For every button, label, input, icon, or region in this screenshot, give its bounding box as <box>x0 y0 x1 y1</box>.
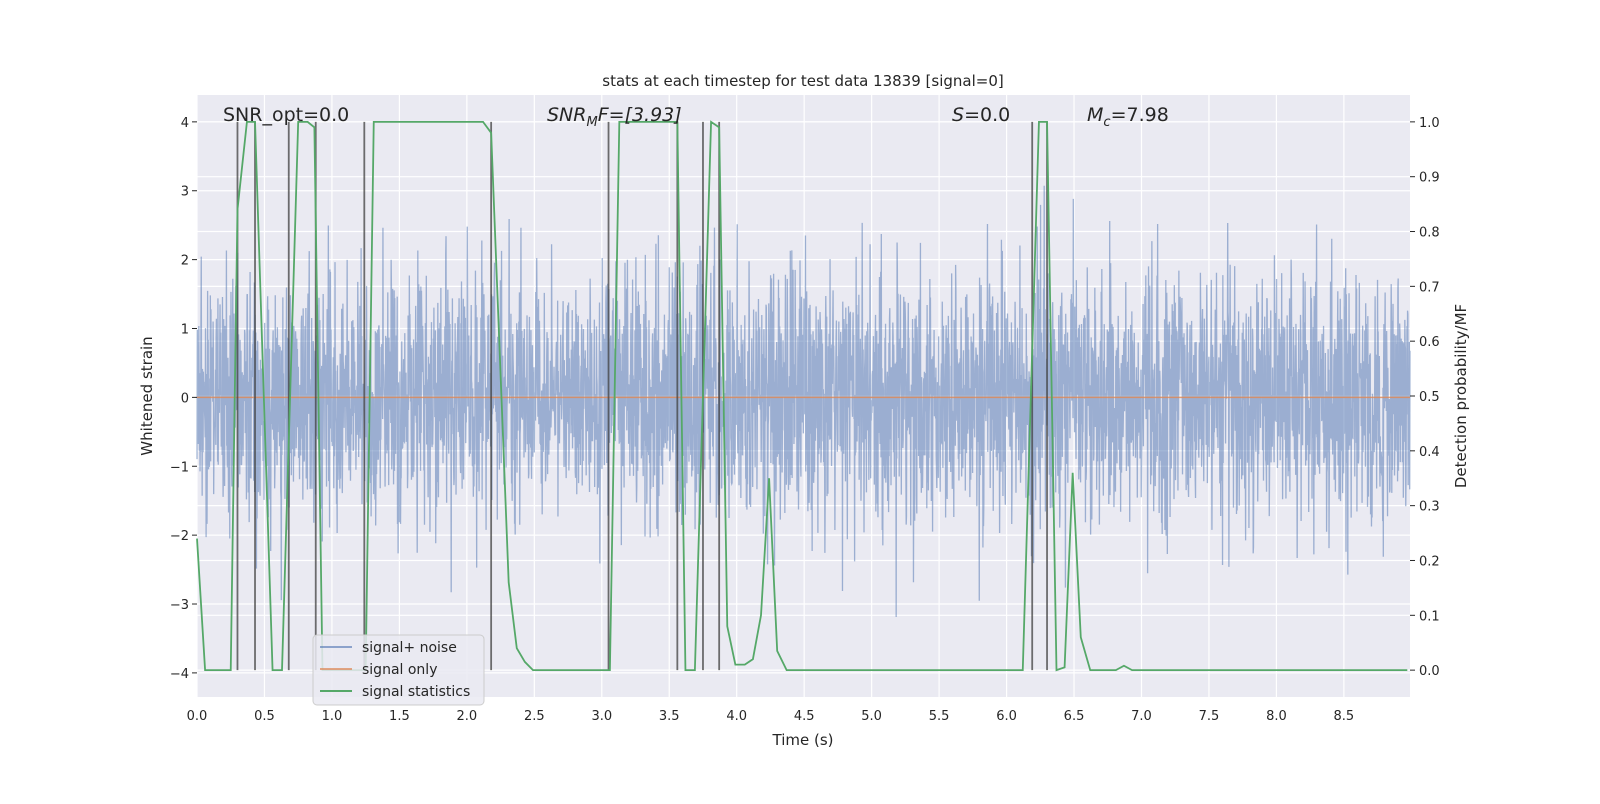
y-tick-label: −1 <box>170 460 189 475</box>
x-tick-label: 0.0 <box>187 709 208 724</box>
x-tick-label: 4.5 <box>794 709 815 724</box>
legend-label-noise: signal+ noise <box>362 640 457 656</box>
legend-label-signal: signal only <box>362 662 437 678</box>
y-right-tick-label: 0.1 <box>1419 609 1440 624</box>
y-tick-label: −2 <box>170 529 189 544</box>
x-tick-label: 6.5 <box>1064 709 1085 724</box>
y-right-tick-label: 1.0 <box>1419 116 1440 131</box>
x-tick-label: 4.0 <box>726 709 747 724</box>
x-tick-label: 7.0 <box>1131 709 1152 724</box>
x-tick-label: 5.0 <box>861 709 882 724</box>
y-axis-right-label: Detection probability/MF <box>1452 304 1470 488</box>
x-tick-label: 2.5 <box>524 709 545 724</box>
x-tick-label: 0.5 <box>254 709 275 724</box>
x-tick-label: 5.5 <box>929 709 950 724</box>
chart-title: stats at each timestep for test data 138… <box>602 72 1003 90</box>
x-tick-label: 1.5 <box>389 709 410 724</box>
x-tick-label: 2.0 <box>457 709 478 724</box>
y-right-tick-label: 0.3 <box>1419 500 1440 515</box>
y-right-tick-label: 0.2 <box>1419 554 1440 569</box>
y-tick-label: 0 <box>181 391 189 406</box>
y-tick-label: 3 <box>181 185 189 200</box>
y-axis-label: Whitened strain <box>138 336 156 455</box>
annotation-snr-opt: SNR_opt=0.0 <box>223 104 349 126</box>
y-tick-label: 1 <box>181 322 189 337</box>
y-right-tick-label: 0.6 <box>1419 335 1440 350</box>
y-tick-label: 2 <box>181 254 189 269</box>
x-tick-label: 3.0 <box>591 709 612 724</box>
y-right-tick-label: 0.8 <box>1419 226 1440 241</box>
x-axis-label: Time (s) <box>772 731 834 749</box>
annotation-s: S=0.0 <box>952 104 1010 126</box>
x-tick-label: 3.5 <box>659 709 680 724</box>
legend-label-stats: signal statistics <box>362 684 470 700</box>
y-right-tick-label: 0.9 <box>1419 171 1440 186</box>
x-tick-label: 8.5 <box>1334 709 1355 724</box>
legend: signal+ noise signal only signal statist… <box>313 635 484 705</box>
y-right-tick-label: 0.4 <box>1419 445 1440 460</box>
y-tick-label: 4 <box>181 116 189 131</box>
y-tick-label: −3 <box>170 598 189 613</box>
x-tick-label: 7.5 <box>1199 709 1220 724</box>
x-tick-label: 8.0 <box>1266 709 1287 724</box>
y-right-tick-label: 0.7 <box>1419 280 1440 295</box>
y-right-tick-label: 0.5 <box>1419 390 1440 405</box>
y-right-tick-label: 0.0 <box>1419 664 1440 679</box>
y-tick-label: −4 <box>170 667 189 682</box>
x-tick-label: 6.0 <box>996 709 1017 724</box>
x-tick-label: 1.0 <box>322 709 343 724</box>
